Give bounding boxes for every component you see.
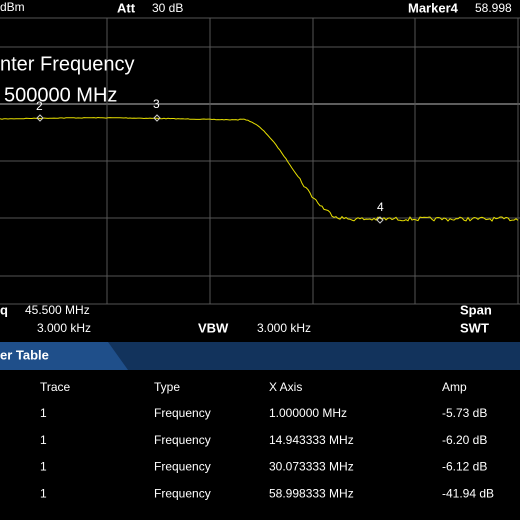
column-header: Trace — [40, 380, 71, 394]
table-cell: 1 — [40, 406, 47, 420]
table-cell: 1 — [40, 486, 47, 500]
rbw-value: 3.000 kHz — [37, 321, 91, 335]
table-cell: 14.943333 MHz — [269, 433, 354, 447]
swt-label: SWT — [460, 320, 489, 335]
table-cell: 30.073333 MHz — [269, 460, 354, 474]
table-tab — [0, 342, 128, 370]
column-header: X Axis — [269, 380, 302, 394]
column-header: Amp — [442, 380, 467, 394]
table-cell: -5.73 dB — [442, 406, 487, 420]
table-cell: 1 — [40, 433, 47, 447]
ref-unit: dBm — [0, 0, 25, 14]
marker-diamonds — [36, 114, 384, 224]
att-value: 30 dB — [152, 1, 183, 15]
marker-number: 2 — [36, 99, 43, 113]
column-header: Type — [154, 380, 180, 394]
table-cell: Frequency — [154, 486, 211, 500]
center-value: 45.500 MHz — [25, 303, 90, 317]
center-label: q — [0, 302, 8, 317]
marker-value: 58.998 — [475, 1, 512, 15]
span-label: Span — [460, 302, 492, 317]
grid — [0, 17, 520, 305]
table-cell: -41.94 dB — [442, 486, 494, 500]
marker-number: 4 — [377, 200, 384, 214]
table-cell: Frequency — [154, 460, 211, 474]
vbw-value: 3.000 kHz — [257, 321, 311, 335]
table-cell: 58.998333 MHz — [269, 486, 354, 500]
overlay-text: nter Frequency — [0, 53, 135, 75]
trace — [0, 116, 519, 222]
vbw-label: VBW — [198, 320, 229, 335]
overlay-text: 500000 MHz — [4, 84, 117, 106]
table-cell: Frequency — [154, 406, 211, 420]
att-label: Att — [117, 0, 136, 15]
table-cell: 1.000000 MHz — [269, 406, 347, 420]
marker-number: 3 — [153, 97, 160, 111]
table-cell: -6.12 dB — [442, 460, 487, 474]
table-title: er Table — [0, 347, 49, 362]
table-cell: Frequency — [154, 433, 211, 447]
table-cell: -6.20 dB — [442, 433, 487, 447]
marker-label: Marker4 — [408, 0, 459, 15]
table-cell: 1 — [40, 460, 47, 474]
